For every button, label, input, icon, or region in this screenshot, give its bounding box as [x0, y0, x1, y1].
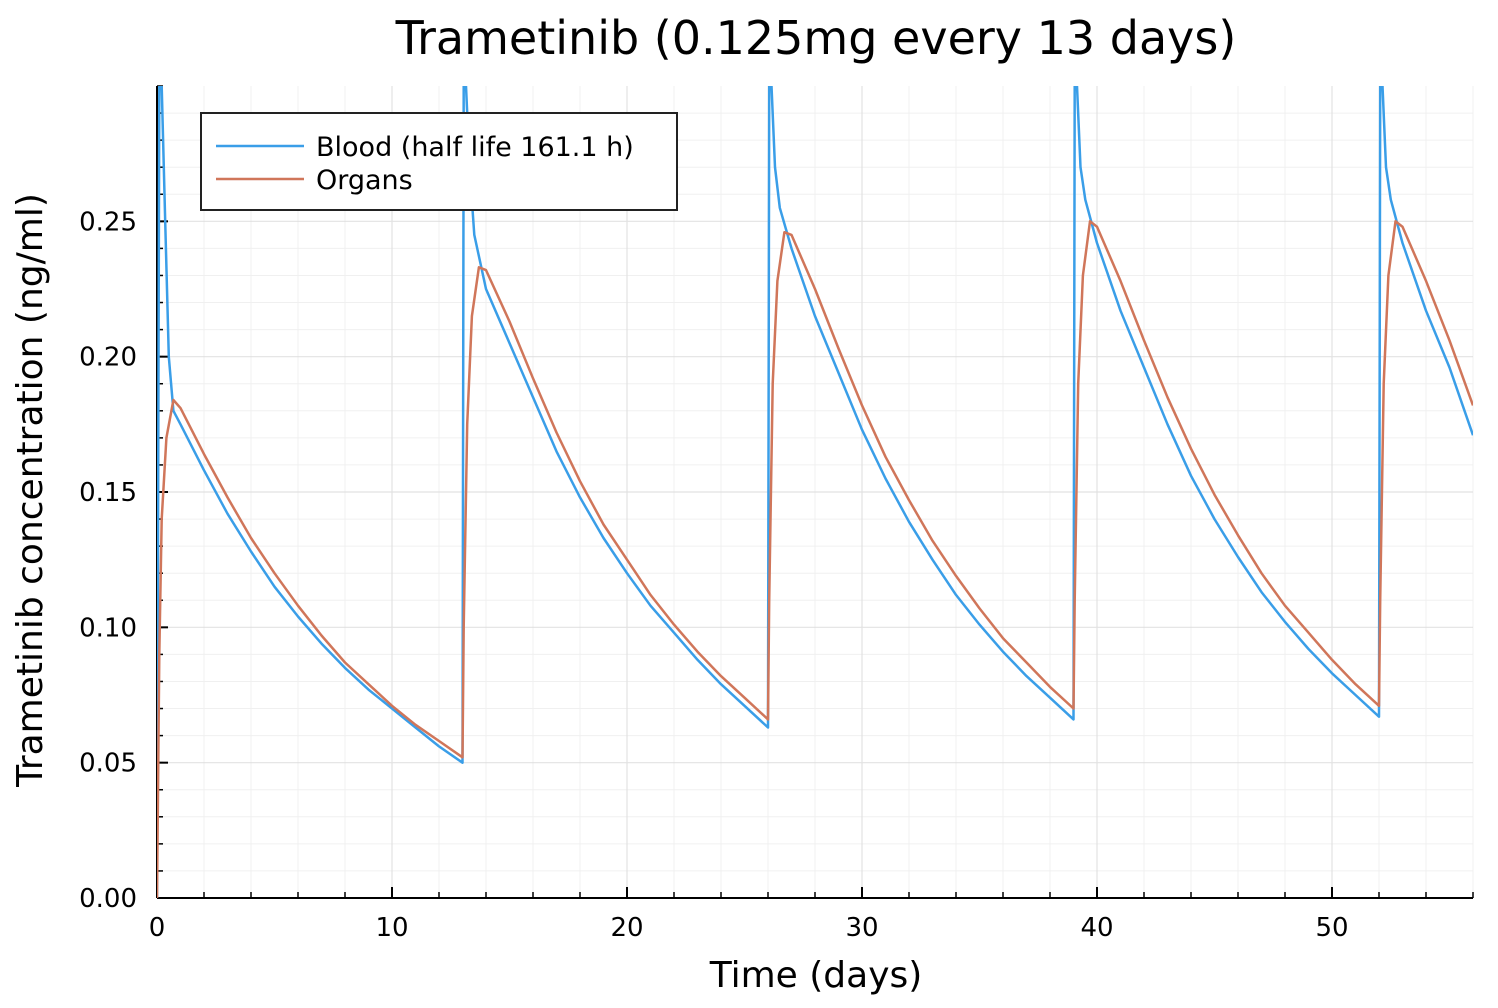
- y-tick-label: 0.25: [79, 207, 137, 237]
- y-tick-label: 0.20: [79, 343, 137, 373]
- legend-box: [200, 112, 678, 211]
- tick-labels: 0 10 20 30 40 50 0.00 0.05 0.10 0.15 0.20 0.25: [79, 207, 1348, 943]
- legend-label-blood: Blood (half life 161.1 h): [316, 132, 634, 163]
- x-tick-label: 10: [375, 913, 408, 943]
- legend: Blood (half life 161.1 h) Organs: [200, 112, 678, 211]
- x-tick-label: 40: [1080, 913, 1113, 943]
- x-tick-label: 20: [610, 913, 643, 943]
- y-axis-label: Trametinib concentration (ng/ml): [10, 193, 51, 788]
- x-tick-label: 30: [845, 913, 878, 943]
- legend-label-organs: Organs: [316, 165, 413, 196]
- y-tick-label: 0.05: [79, 749, 137, 779]
- y-tick-label: 0.10: [79, 613, 137, 643]
- grid: [156, 86, 1474, 899]
- series-line-blood: [157, 86, 1473, 898]
- x-axis-label: Time (days): [709, 955, 923, 996]
- series-line-organs: [157, 220, 1473, 898]
- series-lines: [157, 86, 1473, 898]
- chart-title: Trametinib (0.125mg every 13 days): [395, 11, 1237, 65]
- x-tick-label: 0: [149, 913, 166, 943]
- y-tick-label: 0.00: [79, 884, 137, 914]
- y-tick-label: 0.15: [79, 478, 137, 508]
- x-tick-label: 50: [1315, 913, 1348, 943]
